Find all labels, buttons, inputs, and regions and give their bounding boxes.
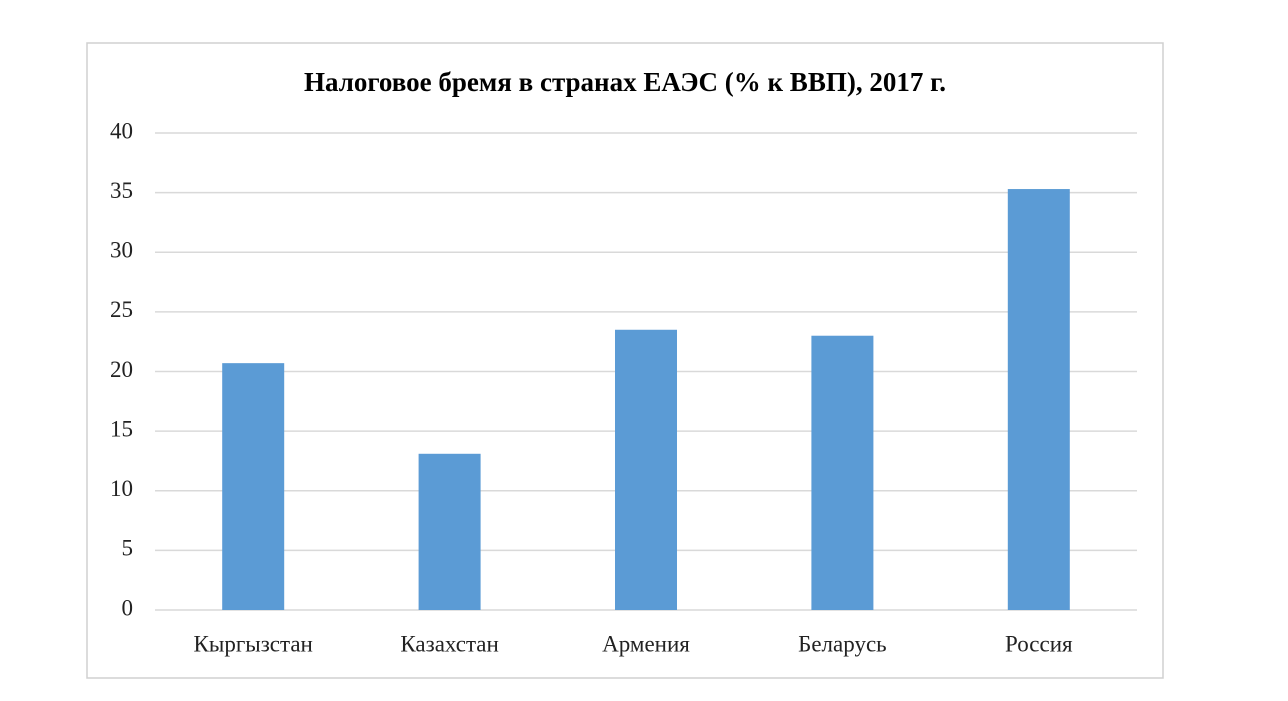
y-tick-label: 5 <box>122 536 134 561</box>
y-tick-label: 20 <box>110 357 133 382</box>
bar <box>418 453 481 610</box>
y-tick-label: 15 <box>110 416 133 441</box>
bar <box>1007 189 1070 611</box>
x-tick-label: Беларусь <box>798 631 887 656</box>
y-tick-label: 25 <box>110 297 133 322</box>
x-tick-label: Казахстан <box>400 631 498 656</box>
x-tick-label: Россия <box>1005 631 1073 656</box>
bar <box>222 363 285 610</box>
y-tick-label: 10 <box>110 476 133 501</box>
y-tick-label: 40 <box>110 118 133 143</box>
y-tick-label: 30 <box>110 238 133 263</box>
chart-title: Налоговое бремя в странах ЕАЭС (% к ВВП)… <box>304 67 946 97</box>
y-tick-label: 0 <box>122 595 134 620</box>
x-tick-label: Армения <box>602 631 690 656</box>
bar <box>615 329 677 610</box>
y-tick-label: 35 <box>110 178 133 203</box>
x-tick-label: Кыргызстан <box>194 631 313 656</box>
bar <box>811 335 874 610</box>
